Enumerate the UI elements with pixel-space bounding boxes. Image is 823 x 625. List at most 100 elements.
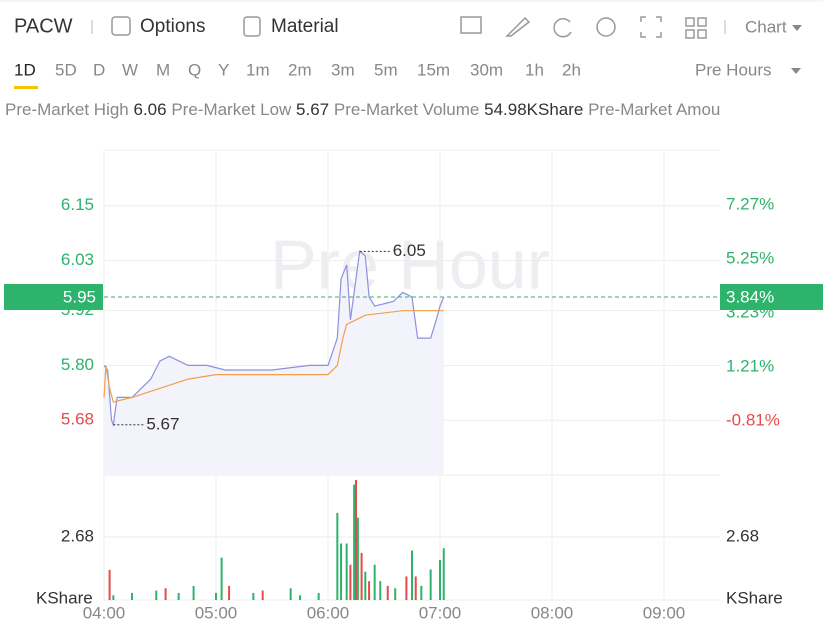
volume-bar [368, 581, 371, 600]
tool-icons [460, 16, 707, 39]
volume-bar [215, 592, 217, 600]
x-tick-label: 09:00 [643, 603, 686, 622]
period-tab[interactable]: 15m [417, 60, 450, 79]
period-tabs: 1D 5D D W M Q Y 1m 2m 3m 5m 15m 30m 1h 2h [14, 60, 581, 89]
options-icon[interactable] [111, 16, 131, 36]
volume-bar [356, 517, 359, 600]
last-change-label: 3.84% [726, 287, 774, 306]
period-tab[interactable]: 3m [331, 60, 355, 79]
volume-bar [439, 559, 441, 600]
period-tab[interactable]: 2m [288, 60, 312, 79]
chart: 04:00 05:00 06:00 07:00 08:00 09:00 6.15 6.03 5.… [4, 149, 823, 622]
price-line [103, 250, 445, 428]
settings-icon[interactable] [596, 17, 616, 37]
y2-tick-label: 1.21% [726, 357, 774, 376]
stats-row: Pre-Market High 6.06 Pre-Market Low 5.67… [5, 100, 720, 119]
volume-tick-label: 2.68 [61, 526, 94, 545]
stat-value: 5.67 [296, 100, 329, 119]
volume-bar [228, 585, 231, 600]
material-icon[interactable] [243, 16, 261, 37]
y2-tick-label: 5.25% [726, 249, 774, 268]
volume-unit: KShare [726, 588, 783, 607]
volume-bar [108, 569, 111, 600]
period-tab[interactable]: 5m [374, 60, 398, 79]
period-tab[interactable]: 1h [525, 60, 544, 79]
stat-label: Pre-Market Amou [588, 100, 720, 119]
volume-bar [131, 592, 133, 600]
volume-bar [112, 595, 115, 600]
watermark: Pre Hour [270, 225, 550, 303]
x-tick-label: 05:00 [195, 603, 238, 622]
volume-bar [177, 592, 180, 600]
volume-bar [299, 595, 301, 600]
volume-unit: KShare [36, 588, 93, 607]
volume-bar [353, 484, 356, 600]
period-tab[interactable]: 1D [14, 60, 36, 79]
options-button[interactable]: Options [140, 16, 205, 37]
x-tick-label: 07:00 [419, 603, 462, 622]
volume-bar [373, 564, 376, 600]
period-tab[interactable]: Q [188, 60, 201, 79]
session-caret [791, 68, 801, 74]
draw-icon[interactable] [505, 16, 531, 37]
volume-bar [192, 585, 195, 600]
period-tab[interactable]: D [93, 60, 105, 79]
material-button[interactable]: Material [271, 16, 339, 37]
volume-bar [355, 479, 357, 600]
volume-bar [349, 564, 352, 600]
volume-bar [317, 592, 320, 600]
volume-tick-label: 2.68 [726, 526, 759, 545]
period-underline [14, 86, 38, 89]
x-tick-label: 06:00 [307, 603, 350, 622]
volume-bar [394, 588, 397, 600]
stat-label: Pre-Market Low [171, 100, 292, 119]
annotation-label: 5.67 [146, 414, 179, 433]
chart-menu[interactable]: Chart [745, 17, 787, 36]
volume-bar [360, 552, 363, 600]
volume-bar [261, 590, 264, 600]
period-tab[interactable]: 5D [55, 60, 77, 79]
y-tick-label: 6.03 [61, 250, 94, 269]
volume-bar [220, 557, 223, 600]
volume-bar [429, 569, 432, 600]
volume-bar [386, 585, 389, 600]
volume-bar [420, 585, 423, 600]
symbol: PACW [14, 15, 73, 37]
stat-label: Pre-Market Volume [334, 100, 480, 119]
x-tick-label: 04:00 [83, 603, 126, 622]
volume-bar [164, 588, 167, 600]
chart-menu-caret [792, 25, 802, 31]
session-select[interactable]: Pre Hours [695, 60, 772, 79]
volume-bar [379, 581, 382, 600]
annotation-label: 6.05 [393, 241, 426, 260]
period-tab[interactable]: 1m [246, 60, 270, 79]
refresh-icon[interactable] [553, 18, 572, 38]
last-price-box [4, 283, 103, 310]
y-tick-label: 6.15 [61, 195, 94, 214]
y2-tick-label: -0.81% [726, 410, 780, 429]
stat-value: 6.06 [134, 100, 167, 119]
volume-bar [442, 548, 445, 600]
stat-value: 54.98KShare [484, 100, 583, 119]
period-tab[interactable]: 2h [562, 60, 581, 79]
volume-bar [405, 576, 408, 600]
period-tab[interactable]: M [156, 60, 170, 79]
y-tick-label: 5.80 [61, 355, 94, 374]
volume-bar [155, 590, 158, 600]
period-tab[interactable]: Y [218, 60, 229, 79]
volume-bar [364, 571, 367, 600]
layout-icon[interactable] [685, 17, 707, 39]
volume-bar [411, 550, 413, 600]
y-tick-label: 5.68 [61, 410, 94, 429]
x-tick-label: 08:00 [531, 603, 574, 622]
period-tab[interactable]: W [122, 60, 138, 79]
period-tab[interactable]: 30m [470, 60, 503, 79]
fullscreen-icon[interactable] [640, 16, 662, 38]
indicator-icon[interactable] [460, 16, 482, 34]
volume-bar [289, 588, 292, 600]
volume-bar [345, 543, 348, 600]
volume-bar [414, 576, 417, 600]
stat-label: Pre-Market High [5, 100, 129, 119]
volume-bar [252, 592, 255, 600]
price-area [104, 251, 444, 475]
